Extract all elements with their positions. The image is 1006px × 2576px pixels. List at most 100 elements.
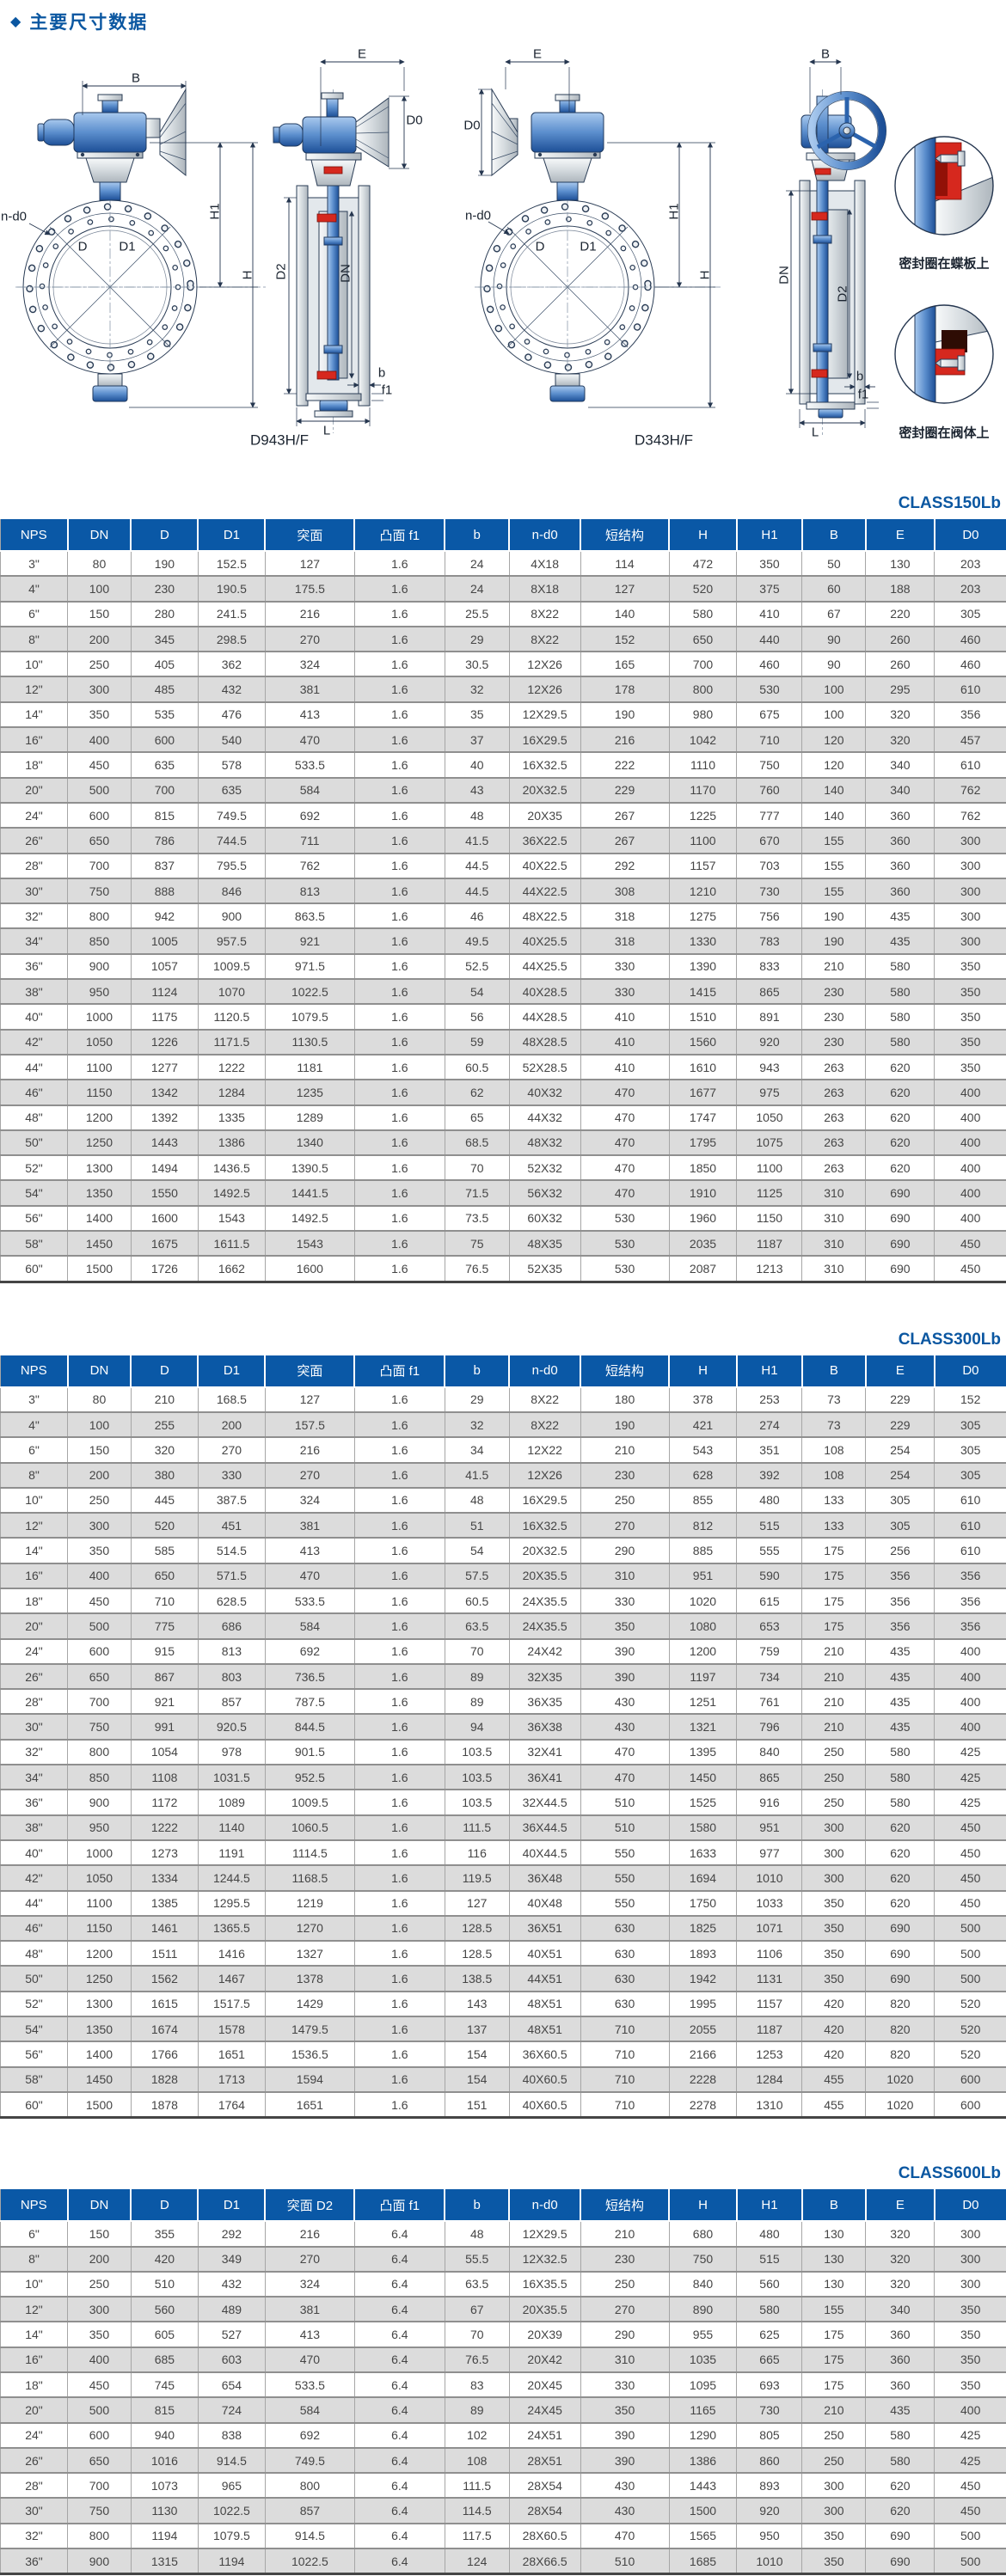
column-header: H1 [736, 519, 803, 552]
table-cell: 450 [67, 1587, 132, 1614]
table-cell: 1080 [669, 1612, 738, 1639]
table-cell: 700 [67, 1688, 132, 1715]
table-cell: 1165 [669, 2396, 738, 2423]
table-cell: 533.5 [265, 1587, 355, 1614]
table-cell: 200 [198, 1410, 266, 1438]
seal-detail-disc [894, 136, 994, 236]
table-cell: 67 [445, 2296, 510, 2322]
table-cell: 580 [865, 1764, 935, 1790]
table-cell: 1747 [669, 1104, 738, 1130]
table-cell: 12" [0, 676, 68, 702]
table-cell: 800 [265, 2472, 355, 2499]
table-cell: 300 [934, 2245, 1006, 2272]
table-cell: 978 [198, 1738, 266, 1765]
table-cell: 1.6 [354, 1512, 445, 1539]
table-cell: 73.5 [445, 1204, 510, 1232]
table-cell: 318 [580, 927, 670, 954]
table-cell: 48" [0, 1104, 68, 1130]
table-cell: 20X39 [509, 2321, 581, 2347]
table-cell: 440 [736, 625, 803, 652]
valve1-electric-actuator [37, 88, 187, 201]
table-cell: 119.5 [445, 1864, 510, 1891]
table-cell: 1.6 [354, 1129, 445, 1156]
table-cell: 1.6 [354, 776, 445, 803]
table-cell: 762 [934, 801, 1006, 829]
table-cell: 24X35.5 [509, 1587, 581, 1614]
table-cell: 8X22 [509, 600, 581, 627]
table-cell: 950 [67, 1814, 132, 1840]
table-cell: 1200 [67, 1104, 132, 1130]
table-cell: 16" [0, 2346, 68, 2372]
table-cell: 320 [131, 1436, 199, 1463]
table-cell: 16X29.5 [509, 1486, 581, 1514]
table-cell: 263 [801, 1104, 867, 1130]
table-row: 14" 350 535 476 413 1.6 35 12X29.5 190 980 675 100 3… [0, 701, 1006, 728]
column-header: DN [67, 1355, 132, 1388]
table-cell: 445 [131, 1486, 199, 1514]
table-cell: 1.6 [354, 1486, 445, 1514]
table-cell: 137 [445, 2016, 510, 2042]
table-cell: 846 [198, 877, 266, 904]
table-cell: 485 [131, 676, 199, 702]
table-cell: 1150 [67, 1914, 132, 1942]
table-cell: 654 [198, 2371, 266, 2398]
table-cell: 267 [580, 827, 670, 854]
table-cell: 915 [131, 1637, 199, 1664]
table-cell: 425 [934, 2446, 1006, 2474]
table-cell: 40X32 [509, 1079, 581, 1105]
dim-label: H1 [666, 203, 682, 220]
table-cell: 510 [131, 2270, 199, 2298]
table-cell: 128.5 [445, 1914, 510, 1942]
table-cell: 571.5 [198, 1562, 266, 1588]
table-cell: 350 [580, 2396, 670, 2423]
table-row: 28" 700 1073 965 800 6.4 111.5 28X54 430 1443 893 3… [0, 2472, 1006, 2499]
column-header: H [669, 2189, 738, 2223]
table-cell: 580 [865, 1738, 935, 1765]
table-cell: 560 [736, 2270, 803, 2298]
table-cell: 6.4 [354, 2321, 445, 2347]
table-cell: 50 [801, 549, 867, 577]
table-cell: 400 [934, 1713, 1006, 1740]
table-cell: 152 [934, 1386, 1006, 1412]
table-cell: 1175 [131, 1003, 199, 1030]
table-cell: 24 [445, 575, 510, 602]
table-cell: 1010 [736, 2548, 803, 2574]
table-cell: 320 [865, 701, 935, 728]
table-cell: 8X18 [509, 575, 581, 602]
table-cell: 1277 [131, 1053, 199, 1080]
table-cell: 6.4 [354, 2421, 445, 2448]
table-cell: 1436.5 [198, 1154, 266, 1181]
valve2-front-view [475, 58, 715, 408]
table-cell: 1108 [131, 1764, 199, 1790]
column-header: DN [67, 2189, 132, 2223]
table-cell: 470 [580, 1104, 670, 1130]
table-cell: 44" [0, 1053, 68, 1080]
column-header: 凸面 f1 [354, 519, 446, 552]
table-cell: 991 [131, 1713, 199, 1740]
column-header: D [131, 2189, 199, 2223]
table-cell: 32" [0, 2522, 68, 2549]
table-cell: 28X54 [509, 2497, 581, 2524]
table-cell: 350 [934, 2346, 1006, 2372]
table-cell: 330 [580, 2371, 670, 2398]
table-cell: 1.6 [354, 1179, 445, 1206]
table-cell: 942 [131, 903, 199, 929]
table-cell: 36X38 [509, 1713, 581, 1740]
table-cell: 10" [0, 1486, 68, 1514]
table-cell: 20X35.5 [509, 1562, 581, 1588]
table-cell: 150 [67, 600, 132, 627]
table-cell: 603 [198, 2346, 266, 2372]
table-cell: 52.5 [445, 952, 510, 980]
table-cell: 178 [580, 676, 670, 702]
dim-label: n-d0 [464, 208, 492, 223]
table-cell: 1850 [669, 1154, 738, 1181]
table-cell: 1.6 [354, 751, 445, 778]
table-cell: 256 [865, 1537, 935, 1563]
table-cell: 450 [934, 1814, 1006, 1840]
table-cell: 263 [801, 1129, 867, 1156]
table-cell: 6" [0, 2220, 68, 2247]
table-cell: 580 [669, 600, 738, 627]
table-cell: 796 [736, 1713, 803, 1740]
table-cell: 36X48 [509, 1864, 581, 1891]
table-cell: 584 [265, 1612, 355, 1639]
